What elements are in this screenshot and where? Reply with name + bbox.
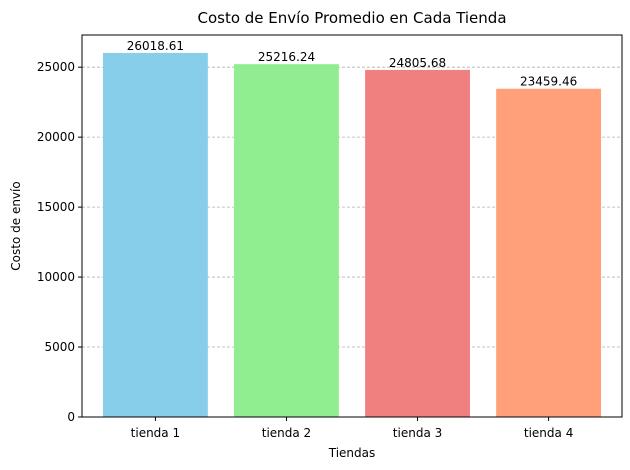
- y-axis-label: Costo de envío: [9, 181, 23, 270]
- bar: [365, 69, 470, 417]
- bar: [234, 64, 339, 417]
- bar-value-label: 24805.68: [389, 56, 446, 70]
- x-axis-ticks: tienda 1 tienda 2 tienda 3 tienda 4: [131, 417, 573, 440]
- x-tick-label: tienda 2: [262, 426, 311, 440]
- bar: [496, 88, 602, 417]
- y-tick-label: 10000: [37, 270, 75, 284]
- data-labels: 26018.61 25216.24 24805.68 23459.46: [127, 39, 577, 89]
- bar-value-label: 23459.46: [520, 75, 577, 89]
- x-axis-label: Tiendas: [328, 446, 376, 460]
- bar: [102, 52, 208, 417]
- y-tick-label: 15000: [37, 200, 75, 214]
- y-tick-label: 5000: [44, 340, 75, 354]
- bars: [102, 52, 602, 417]
- y-axis-ticks: 0 5000 10000 15000 20000 25000: [37, 60, 82, 424]
- y-tick-label: 0: [67, 410, 75, 424]
- x-tick-label: tienda 3: [393, 426, 442, 440]
- plot-frame: [81, 34, 623, 418]
- y-tick-label: 25000: [37, 60, 75, 74]
- bar-value-label: 25216.24: [258, 50, 315, 64]
- y-tick-label: 20000: [37, 130, 75, 144]
- x-tick-label: tienda 4: [524, 426, 573, 440]
- x-tick-label: tienda 1: [131, 426, 180, 440]
- chart-title: Costo de Envío Promedio en Cada Tienda: [197, 9, 506, 27]
- bar-value-label: 26018.61: [127, 39, 184, 53]
